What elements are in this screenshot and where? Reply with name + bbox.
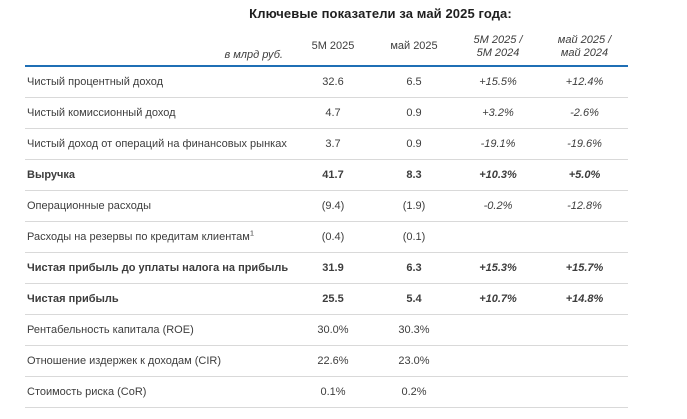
- table-row: Чистый процентный доход 32.6 6.5 +15.5% …: [25, 66, 628, 98]
- cell-value: +10.3%: [455, 159, 541, 191]
- cell-value: [541, 345, 628, 377]
- cell-value: 25.5: [293, 283, 373, 315]
- cell-value: [455, 221, 541, 253]
- cell-value: 32.6: [293, 66, 373, 98]
- cell-value: 5.4: [373, 283, 455, 315]
- header-row: в млрд руб. 5М 2025 май 2025 5М 2025 / 5…: [25, 28, 628, 67]
- cell-value: -12.8%: [541, 190, 628, 222]
- footnote-marker: 1: [249, 228, 255, 238]
- column-header-5m-yoy: 5М 2025 / 5М 2024: [455, 28, 541, 67]
- cell-value: +15.3%: [455, 252, 541, 284]
- column-header-5m-2025: 5М 2025: [293, 28, 373, 67]
- cell-value: 23.0%: [373, 345, 455, 377]
- row-label: Чистая прибыль до уплаты налога на прибы…: [25, 252, 293, 284]
- cell-value: (1.9): [373, 190, 455, 222]
- table-row: Чистая прибыль 25.5 5.4 +10.7% +14.8%: [25, 283, 628, 315]
- page-title: Ключевые показатели за май 2025 года:: [249, 6, 512, 21]
- cell-value: +5.0%: [541, 159, 628, 191]
- row-label: Чистый процентный доход: [25, 66, 293, 98]
- table-row: Чистый доход от операций на финансовых р…: [25, 128, 628, 160]
- table-row: Чистый комиссионный доход 4.7 0.9 +3.2% …: [25, 97, 628, 129]
- table-row: Стоимость риска (CoR) 0.1% 0.2%: [25, 376, 628, 408]
- cell-value: [455, 376, 541, 408]
- cell-value: 30.3%: [373, 314, 455, 346]
- cell-value: [455, 314, 541, 346]
- row-label: Рентабельность капитала (ROE): [25, 314, 293, 346]
- row-label: Отношение издержек к доходам (CIR): [25, 345, 293, 377]
- cell-value: +10.7%: [455, 283, 541, 315]
- column-header-may-2025: май 2025: [373, 28, 455, 67]
- cell-value: 4.7: [293, 97, 373, 129]
- cell-value: 30.0%: [293, 314, 373, 346]
- cell-value: +3.2%: [455, 97, 541, 129]
- row-label: Чистый доход от операций на финансовых р…: [25, 128, 293, 160]
- key-indicators-table: в млрд руб. 5М 2025 май 2025 5М 2025 / 5…: [25, 28, 628, 408]
- row-label: Выручка: [25, 159, 293, 191]
- cell-value: 8.3: [373, 159, 455, 191]
- cell-value: 41.7: [293, 159, 373, 191]
- cell-value: [455, 345, 541, 377]
- table-row: Рентабельность капитала (ROE) 30.0% 30.3…: [25, 314, 628, 346]
- cell-value: -19.1%: [455, 128, 541, 160]
- table-row: Расходы на резервы по кредитам клиентам1…: [25, 221, 628, 253]
- row-label-text: Расходы на резервы по кредитам клиентам: [27, 231, 250, 243]
- cell-value: 31.9: [293, 252, 373, 284]
- row-label: Чистый комиссионный доход: [25, 97, 293, 129]
- cell-value: +12.4%: [541, 66, 628, 98]
- row-label: Операционные расходы: [25, 190, 293, 222]
- row-label: Чистая прибыль: [25, 283, 293, 315]
- cell-value: 0.2%: [373, 376, 455, 408]
- cell-value: 6.5: [373, 66, 455, 98]
- table-row: Чистая прибыль до уплаты налога на прибы…: [25, 252, 628, 284]
- cell-value: -19.6%: [541, 128, 628, 160]
- cell-value: 22.6%: [293, 345, 373, 377]
- table-row: Выручка 41.7 8.3 +10.3% +5.0%: [25, 159, 628, 191]
- cell-value: (0.1): [373, 221, 455, 253]
- row-label: Расходы на резервы по кредитам клиентам1: [25, 221, 293, 253]
- cell-value: -0.2%: [455, 190, 541, 222]
- cell-value: 3.7: [293, 128, 373, 160]
- cell-value: 0.1%: [293, 376, 373, 408]
- unit-label: в млрд руб.: [25, 28, 293, 67]
- cell-value: +15.5%: [455, 66, 541, 98]
- cell-value: 6.3: [373, 252, 455, 284]
- column-header-may-yoy: май 2025 / май 2024: [541, 28, 628, 67]
- cell-value: 0.9: [373, 97, 455, 129]
- cell-value: -2.6%: [541, 97, 628, 129]
- cell-value: [541, 221, 628, 253]
- cell-value: (0.4): [293, 221, 373, 253]
- row-label: Стоимость риска (CoR): [25, 376, 293, 408]
- table-row: Отношение издержек к доходам (CIR) 22.6%…: [25, 345, 628, 377]
- cell-value: [541, 376, 628, 408]
- cell-value: +14.8%: [541, 283, 628, 315]
- table-row: Операционные расходы (9.4) (1.9) -0.2% -…: [25, 190, 628, 222]
- cell-value: +15.7%: [541, 252, 628, 284]
- cell-value: [541, 314, 628, 346]
- cell-value: (9.4): [293, 190, 373, 222]
- cell-value: 0.9: [373, 128, 455, 160]
